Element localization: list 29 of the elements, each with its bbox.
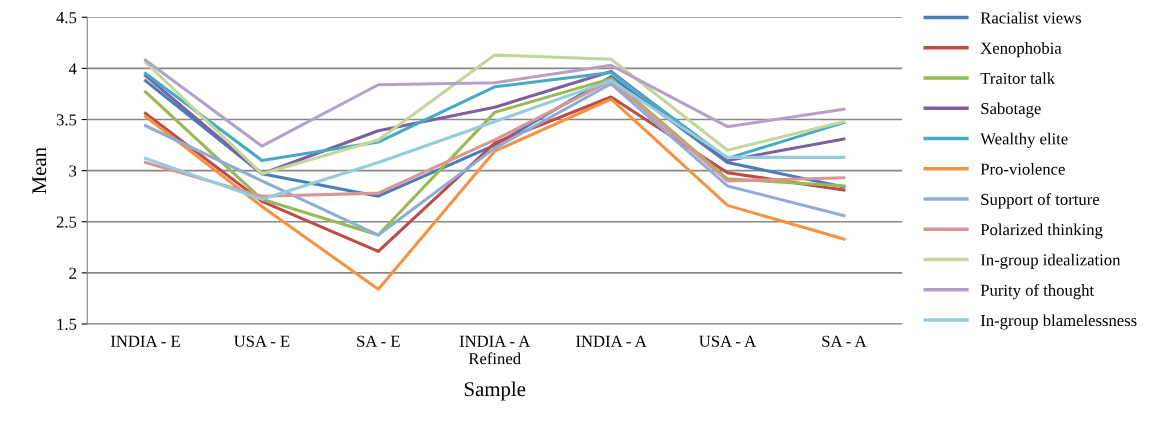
legend-label: In-group idealization (980, 253, 1121, 269)
y-axis-title: Mean (32, 147, 47, 194)
x-tick-label: INDIA - A (576, 335, 647, 347)
y-tick-label: 2 (69, 267, 76, 279)
line-series (143, 97, 846, 291)
legend-label: Xenophobia (980, 42, 1062, 58)
y-tick-label: 2.5 (56, 216, 77, 228)
legend-label: Sabotage (981, 102, 1041, 118)
y-tick-label: 3 (69, 165, 77, 177)
x-tick-label: USA - E (234, 335, 290, 347)
line-series (143, 58, 846, 148)
y-tick-label: 3.5 (56, 114, 77, 126)
legend-label: Wealthy elite (980, 132, 1068, 148)
legend-label: Support of torture (981, 193, 1100, 209)
y-tick-label: 1.5 (57, 318, 77, 331)
legend-label: In-group blamelessness (980, 314, 1137, 330)
x-tick-label: USA - A (699, 335, 757, 347)
legend-label: Polarized thinking (980, 223, 1103, 239)
legend-label: Racialist views (980, 11, 1082, 24)
legend-label: Traitor talk (980, 72, 1056, 85)
x-tick-label: INDIA - A Refined (459, 335, 531, 365)
y-tick-label: 4.5 (56, 12, 77, 24)
legend-label: Pro-violence (980, 163, 1065, 175)
x-tick-label: SA - A (822, 335, 867, 347)
x-tick-label: SA - E (357, 335, 400, 347)
x-tick-label: INDIA - E (110, 335, 180, 347)
x-axis-title: Sample (464, 381, 526, 401)
legend-label: Purity of thought (980, 283, 1095, 300)
y-tick-label: 4 (68, 63, 77, 75)
